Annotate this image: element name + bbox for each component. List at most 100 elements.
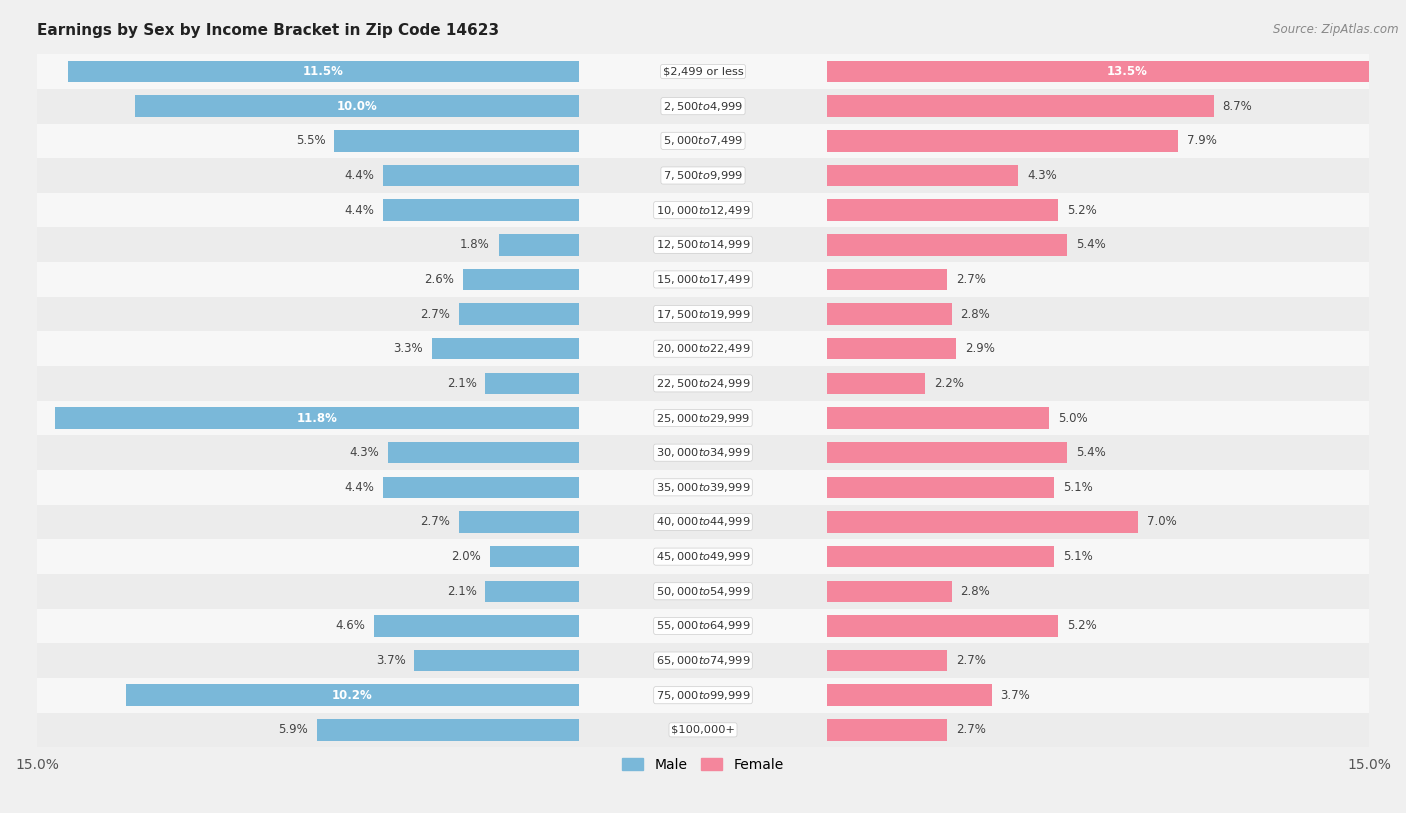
Bar xyxy=(827,442,1067,463)
Bar xyxy=(458,511,579,533)
Bar xyxy=(827,685,991,706)
Bar xyxy=(335,130,579,151)
Text: 4.4%: 4.4% xyxy=(344,480,374,493)
Text: 2.7%: 2.7% xyxy=(956,654,986,667)
Text: 4.3%: 4.3% xyxy=(349,446,378,459)
Text: $17,500 to $19,999: $17,500 to $19,999 xyxy=(655,307,751,320)
Bar xyxy=(827,199,1059,221)
Text: 5.2%: 5.2% xyxy=(1067,203,1097,216)
Text: 3.3%: 3.3% xyxy=(394,342,423,355)
Text: $25,000 to $29,999: $25,000 to $29,999 xyxy=(655,411,751,424)
Bar xyxy=(827,476,1053,498)
Text: 5.1%: 5.1% xyxy=(1063,550,1092,563)
Text: 4.4%: 4.4% xyxy=(344,203,374,216)
Bar xyxy=(37,609,1369,643)
Text: 11.8%: 11.8% xyxy=(297,411,337,424)
Bar xyxy=(485,580,579,602)
Bar xyxy=(67,61,579,82)
Text: $30,000 to $34,999: $30,000 to $34,999 xyxy=(655,446,751,459)
Bar xyxy=(135,95,579,117)
Bar xyxy=(458,303,579,325)
Bar xyxy=(827,372,925,394)
Bar xyxy=(37,401,1369,435)
Bar xyxy=(827,511,1139,533)
Text: $5,000 to $7,499: $5,000 to $7,499 xyxy=(664,134,742,147)
Text: $50,000 to $54,999: $50,000 to $54,999 xyxy=(655,585,751,598)
Bar xyxy=(827,580,952,602)
Bar xyxy=(384,476,579,498)
Text: 1.8%: 1.8% xyxy=(460,238,489,251)
Text: $100,000+: $100,000+ xyxy=(671,725,735,735)
Bar xyxy=(499,234,579,255)
Bar xyxy=(37,159,1369,193)
Bar xyxy=(827,650,948,672)
Bar xyxy=(37,297,1369,332)
Text: 10.2%: 10.2% xyxy=(332,689,373,702)
Bar xyxy=(37,712,1369,747)
Bar xyxy=(374,615,579,637)
Bar xyxy=(827,95,1213,117)
Bar xyxy=(384,199,579,221)
Bar xyxy=(489,546,579,567)
Text: 2.8%: 2.8% xyxy=(960,307,990,320)
Bar xyxy=(37,470,1369,505)
Bar xyxy=(485,372,579,394)
Text: 5.9%: 5.9% xyxy=(278,724,308,737)
Text: Source: ZipAtlas.com: Source: ZipAtlas.com xyxy=(1274,23,1399,36)
Bar xyxy=(415,650,579,672)
Text: $7,500 to $9,999: $7,500 to $9,999 xyxy=(664,169,742,182)
Bar xyxy=(37,54,1369,89)
Text: 2.2%: 2.2% xyxy=(934,377,963,390)
Text: 3.7%: 3.7% xyxy=(1001,689,1031,702)
Text: $65,000 to $74,999: $65,000 to $74,999 xyxy=(655,654,751,667)
Text: $2,499 or less: $2,499 or less xyxy=(662,67,744,76)
Text: $20,000 to $22,499: $20,000 to $22,499 xyxy=(655,342,751,355)
Bar xyxy=(827,615,1059,637)
Bar xyxy=(827,130,1178,151)
Text: 10.0%: 10.0% xyxy=(336,100,377,113)
Text: $12,500 to $14,999: $12,500 to $14,999 xyxy=(655,238,751,251)
Text: $45,000 to $49,999: $45,000 to $49,999 xyxy=(655,550,751,563)
Bar xyxy=(827,407,1049,428)
Text: 8.7%: 8.7% xyxy=(1223,100,1253,113)
Bar xyxy=(384,165,579,186)
Legend: Male, Female: Male, Female xyxy=(617,752,789,777)
Text: $75,000 to $99,999: $75,000 to $99,999 xyxy=(655,689,751,702)
Text: $40,000 to $44,999: $40,000 to $44,999 xyxy=(655,515,751,528)
Bar xyxy=(37,228,1369,262)
Bar xyxy=(125,685,579,706)
Bar xyxy=(37,332,1369,366)
Text: 13.5%: 13.5% xyxy=(1107,65,1147,78)
Text: 11.5%: 11.5% xyxy=(302,65,344,78)
Bar xyxy=(463,268,579,290)
Bar xyxy=(37,435,1369,470)
Text: 2.0%: 2.0% xyxy=(451,550,481,563)
Bar xyxy=(37,574,1369,609)
Text: 2.7%: 2.7% xyxy=(420,515,450,528)
Text: 2.7%: 2.7% xyxy=(420,307,450,320)
Text: 2.8%: 2.8% xyxy=(960,585,990,598)
Text: 4.4%: 4.4% xyxy=(344,169,374,182)
Text: 7.0%: 7.0% xyxy=(1147,515,1177,528)
Text: $22,500 to $24,999: $22,500 to $24,999 xyxy=(655,377,751,390)
Text: $10,000 to $12,499: $10,000 to $12,499 xyxy=(655,203,751,216)
Bar xyxy=(827,234,1067,255)
Text: 2.1%: 2.1% xyxy=(447,377,477,390)
Text: 2.1%: 2.1% xyxy=(447,585,477,598)
Text: Earnings by Sex by Income Bracket in Zip Code 14623: Earnings by Sex by Income Bracket in Zip… xyxy=(37,23,499,38)
Bar xyxy=(827,61,1406,82)
Bar xyxy=(37,262,1369,297)
Text: 5.4%: 5.4% xyxy=(1076,238,1105,251)
Text: $2,500 to $4,999: $2,500 to $4,999 xyxy=(664,100,742,113)
Text: 5.2%: 5.2% xyxy=(1067,620,1097,633)
Bar xyxy=(432,338,579,359)
Bar xyxy=(827,165,1018,186)
Text: 2.7%: 2.7% xyxy=(956,273,986,286)
Text: 5.1%: 5.1% xyxy=(1063,480,1092,493)
Text: 2.7%: 2.7% xyxy=(956,724,986,737)
Text: 7.9%: 7.9% xyxy=(1187,134,1216,147)
Text: $35,000 to $39,999: $35,000 to $39,999 xyxy=(655,480,751,493)
Bar xyxy=(37,678,1369,712)
Bar xyxy=(827,338,956,359)
Text: $15,000 to $17,499: $15,000 to $17,499 xyxy=(655,273,751,286)
